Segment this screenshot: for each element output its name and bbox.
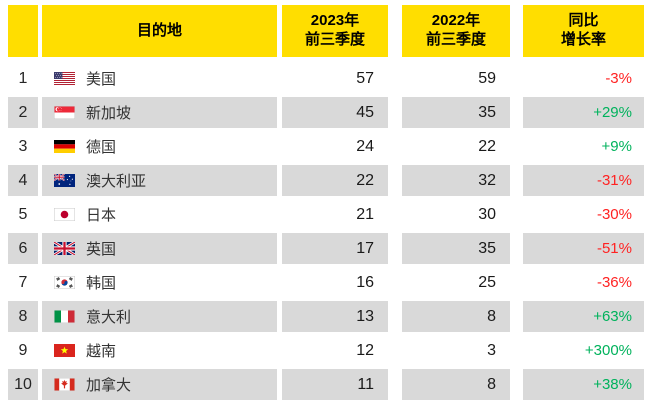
rank-value: 8 xyxy=(18,307,28,325)
value-2022: 32 xyxy=(478,171,496,189)
table-row-australia: 4 澳大利亚 22 32 -31% xyxy=(8,165,659,196)
value-2022: 59 xyxy=(478,69,496,87)
value-2022: 8 xyxy=(487,307,496,325)
growth-value: -51% xyxy=(596,240,632,257)
header-2022-line2: 前三季度 xyxy=(425,31,486,48)
value-2022: 8 xyxy=(487,375,496,393)
growth-value: +63% xyxy=(593,308,632,325)
growth-value: -30% xyxy=(596,206,632,223)
country-name: 德国 xyxy=(86,139,117,156)
header-growth-line2: 增长率 xyxy=(560,31,606,48)
country-name: 英国 xyxy=(86,241,117,258)
header-2023: 2023年 前三季度 xyxy=(282,5,388,57)
table-row-vietnam: 9 越南 12 3 +300% xyxy=(8,335,659,366)
value-2022: 3 xyxy=(487,341,496,359)
value-2023: 21 xyxy=(356,205,374,223)
value-2023: 17 xyxy=(356,239,374,257)
table-row-japan: 5 日本 21 30 -30% xyxy=(8,199,659,230)
germany-flag-icon xyxy=(54,140,75,153)
country-name: 加拿大 xyxy=(86,377,132,394)
value-2023: 57 xyxy=(356,69,374,87)
value-2023: 45 xyxy=(356,103,374,121)
value-2023: 11 xyxy=(357,375,374,393)
growth-value: +38% xyxy=(593,376,632,393)
rank-value: 3 xyxy=(18,137,28,155)
header-2022-line1: 2022年 xyxy=(431,12,481,30)
rank-value: 2 xyxy=(18,103,28,121)
table-header-row: 目的地 2023年 前三季度 2022年 前三季度 同比 增长率 xyxy=(8,5,659,57)
header-destination-label: 目的地 xyxy=(136,21,182,39)
japan-flag-icon xyxy=(54,208,75,221)
value-2023: 13 xyxy=(356,307,374,325)
header-2023-line1: 2023年 xyxy=(310,12,360,30)
singapore-flag-icon xyxy=(54,106,75,119)
rank-value: 6 xyxy=(18,239,28,257)
country-name: 意大利 xyxy=(86,309,132,326)
rank-value: 10 xyxy=(14,375,32,393)
uk-flag-icon xyxy=(54,242,75,255)
table-row-singapore: 2 新加坡 45 35 +29% xyxy=(8,97,659,128)
growth-value: +29% xyxy=(593,104,632,121)
country-name: 美国 xyxy=(86,71,117,88)
rank-value: 4 xyxy=(18,171,28,189)
growth-value: -3% xyxy=(605,70,632,87)
australia-flag-icon xyxy=(54,174,75,187)
header-destination: 目的地 xyxy=(42,5,277,57)
rank-value: 7 xyxy=(18,273,28,291)
growth-value: -31% xyxy=(596,172,632,189)
value-2023: 12 xyxy=(356,341,374,359)
country-name: 日本 xyxy=(86,207,117,224)
value-2022: 35 xyxy=(478,103,496,121)
usa-flag-icon xyxy=(54,72,75,85)
table-row-italy: 8 意大利 13 8 +63% xyxy=(8,301,659,332)
country-name: 澳大利亚 xyxy=(86,173,147,190)
value-2023: 22 xyxy=(356,171,374,189)
italy-flag-icon xyxy=(54,310,75,323)
header-2023-line2: 前三季度 xyxy=(304,31,365,48)
country-name: 韩国 xyxy=(86,275,117,292)
table-row-usa: 1 美国 57 59 -3% xyxy=(8,63,659,94)
rank-value: 1 xyxy=(18,69,28,87)
table-row-korea: 7 韩国 16 25 -36% xyxy=(8,267,659,298)
growth-value: -36% xyxy=(596,274,632,291)
rank-value: 9 xyxy=(18,341,28,359)
header-rank xyxy=(8,5,38,57)
growth-value: +9% xyxy=(601,138,632,155)
table-row-canada: 10 加拿大 11 8 +38% xyxy=(8,369,659,400)
korea-flag-icon xyxy=(54,276,75,289)
value-2022: 35 xyxy=(478,239,496,257)
value-2022: 22 xyxy=(478,137,496,155)
canada-flag-icon xyxy=(54,378,75,391)
header-growth: 同比 增长率 xyxy=(523,5,644,57)
header-growth-line1: 同比 xyxy=(568,12,599,30)
rank-value: 5 xyxy=(18,205,28,223)
header-2022: 2022年 前三季度 xyxy=(402,5,510,57)
value-2022: 30 xyxy=(478,205,496,223)
growth-value: +300% xyxy=(584,342,632,359)
value-2023: 24 xyxy=(356,137,374,155)
table-row-germany: 3 德国 24 22 +9% xyxy=(8,131,659,162)
country-name: 新加坡 xyxy=(86,105,132,122)
table-row-uk: 6 英国 17 35 -51% xyxy=(8,233,659,264)
value-2023: 16 xyxy=(356,273,374,291)
vietnam-flag-icon xyxy=(54,344,75,357)
country-name: 越南 xyxy=(86,343,117,360)
value-2022: 25 xyxy=(478,273,496,291)
